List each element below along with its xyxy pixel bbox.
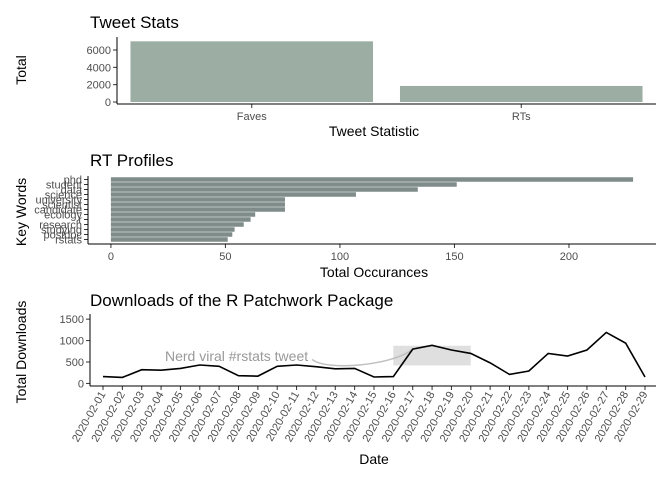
bar-research (110, 222, 244, 227)
bar-studying (110, 227, 235, 232)
bar-postdoc (110, 232, 233, 237)
bar-scientist (110, 202, 285, 207)
keyword-label: r (78, 215, 82, 227)
y-tick-label: 0 (78, 378, 84, 390)
rt-profiles-x-title: Total Occurances (320, 264, 428, 280)
y-tick-label: 1000 (60, 336, 84, 348)
keyword-label: phd (64, 175, 82, 187)
keyword-label: studying (41, 225, 82, 237)
keyword-label: ecology (44, 210, 82, 222)
keyword-label: postdoc (43, 230, 82, 242)
bar-faves (130, 41, 374, 102)
tweet-stats-title: Tweet Stats (90, 13, 179, 32)
annotation-curve (311, 348, 414, 367)
keyword-label: rstats (55, 235, 82, 247)
y-tick-label: 0 (105, 97, 111, 109)
downloads-x-title: Date (359, 451, 389, 467)
panel-rt-profiles: RT Profiles Key Words Total Occurances p… (13, 151, 656, 280)
panel-tweet-stats: Tweet Stats Total Tweet Statistic 0 2000 4… (13, 13, 656, 139)
y-tick-label: 4000 (87, 62, 111, 74)
bar-data (110, 187, 418, 192)
downloads-y-title: Total Downloads (13, 301, 29, 404)
bar-r (110, 217, 251, 222)
x-tick-label: 0 (108, 251, 114, 263)
keyword-label: research (39, 220, 82, 232)
bar-rstats (110, 237, 228, 242)
viral-highlight-band (393, 345, 471, 366)
tweet-stats-y-title: Total (13, 55, 29, 85)
y-tick-label: 2000 (87, 80, 111, 92)
rt-profiles-y-title: Key Words (13, 178, 29, 246)
y-tick-label: 500 (66, 357, 84, 369)
keyword-label: candidate (34, 205, 82, 217)
bar-science (110, 192, 356, 197)
x-tick-label: RTs (512, 111, 531, 123)
y-tick-label: 1500 (60, 314, 84, 326)
bar-student (110, 182, 457, 187)
x-tick-label: Faves (237, 111, 267, 123)
keyword-label: science (45, 190, 82, 202)
viral-annotation: Nerd viral #rstats tweet (165, 348, 308, 364)
bar-ecology (110, 212, 256, 217)
x-tick-label: 200 (560, 251, 578, 263)
x-tick-label: 100 (331, 251, 349, 263)
x-tick-label: 150 (445, 251, 463, 263)
bar-rts (399, 85, 643, 102)
keyword-label: scientist (42, 200, 82, 212)
panel-downloads: Downloads of the R Patchwork Package Tot… (13, 291, 656, 467)
downloads-line (102, 331, 646, 379)
rt-profiles-title: RT Profiles (90, 151, 173, 170)
downloads-title: Downloads of the R Patchwork Package (90, 291, 393, 310)
bar-candidate (110, 207, 285, 212)
x-tick-label: 50 (219, 251, 231, 263)
tweet-stats-x-title: Tweet Statistic (329, 123, 419, 139)
y-tick-label: 6000 (87, 45, 111, 57)
keyword-label: student (46, 180, 82, 192)
bar-university (110, 197, 285, 202)
bar-phd (110, 177, 634, 182)
keyword-label: university (36, 195, 83, 207)
keyword-label: data (61, 185, 83, 197)
